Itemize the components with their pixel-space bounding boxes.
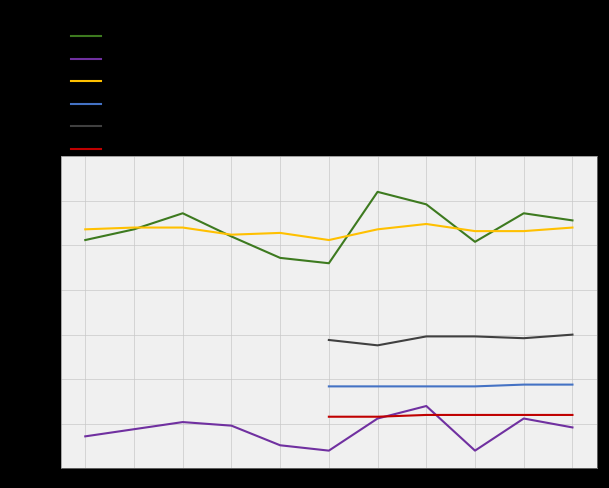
Text: Consumption in extraction of crude petroleum and natural gas: Consumption in extraction of crude petro… xyxy=(111,142,529,155)
Text: Export surplus: Export surplus xyxy=(111,52,207,65)
Text: Gross consumption: Gross consumption xyxy=(111,75,239,88)
Text: Consumption in power-intensive manufacturing: Consumption in power-intensive manufactu… xyxy=(111,97,429,110)
Text: Total production: Total production xyxy=(111,30,218,42)
Text: Consumption without power-intensive manufacturing: Consumption without power-intensive manu… xyxy=(111,120,466,133)
